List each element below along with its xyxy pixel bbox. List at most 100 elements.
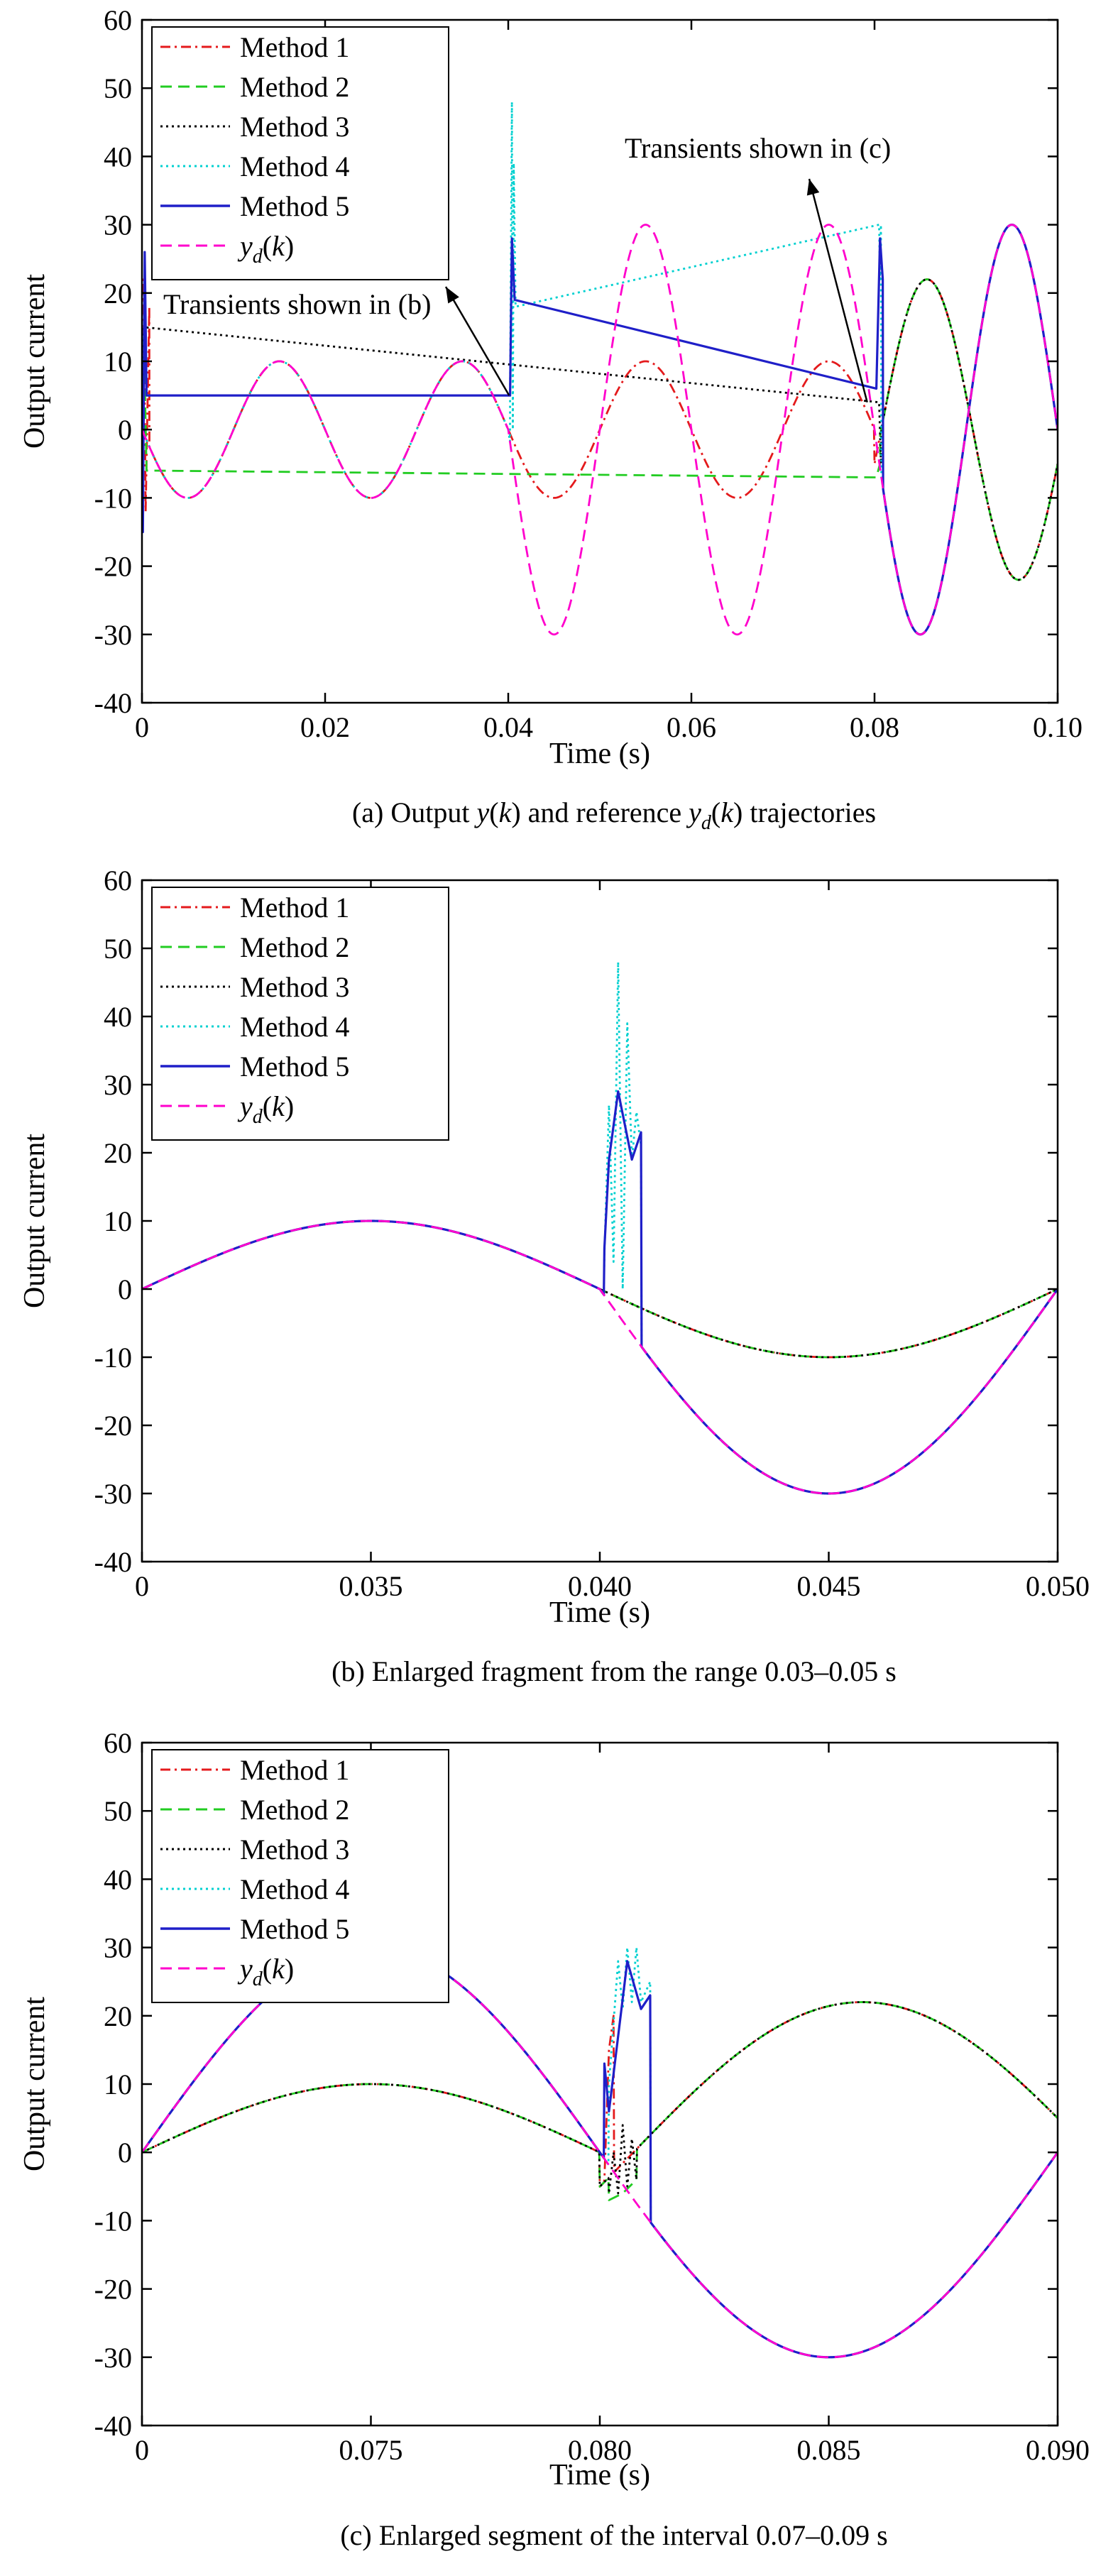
x-tick-label: 0 [135, 711, 149, 743]
y-tick-label: 60 [104, 865, 132, 897]
x-tick-label: 0.075 [339, 2434, 403, 2466]
legend-box [151, 1749, 449, 2003]
y-tick-label: 60 [104, 4, 132, 36]
panel-a: 0 0.02 0.04 0.06 0.08 0.10 -40 -30 -20 -10 0 10 20 30… [18, 4, 1083, 834]
y-tick-label: -20 [94, 2274, 132, 2306]
panel-b: 0 0.035 0.040 0.045 0.050 -40 -30 -20 -10 0 10 20 30… [18, 865, 1090, 1687]
y-tick-label: 20 [104, 2000, 132, 2032]
y-tick-label: 30 [104, 1932, 132, 1964]
plot-area [142, 960, 1058, 1495]
y-tick-label: -10 [94, 1342, 132, 1374]
legend: Method 1 Method 2 Method 3 Method 4 Method 5… [151, 26, 449, 280]
y-axis-label: Output current [18, 1134, 51, 1308]
legend-label: Method 2 [240, 71, 349, 103]
legend-label: Method 3 [240, 111, 349, 143]
y-tick-label: -20 [94, 551, 132, 583]
panel-caption: (b) Enlarged fragment from the range 0.0… [331, 1655, 897, 1687]
x-tick-label: 0 [135, 2434, 149, 2466]
legend: Method 1 Method 2 Method 3 Method 4 Method 5… [151, 1749, 449, 2003]
y-tick-label: 10 [104, 346, 132, 378]
y-tick-label: 30 [104, 209, 132, 241]
y-tick-label: -40 [94, 2410, 132, 2442]
y-tick-label: 40 [104, 1863, 132, 1895]
x-axis-label: Time (s) [549, 738, 650, 770]
legend-label: Method 1 [240, 1754, 349, 1786]
x-tick-label: 0.090 [1026, 2434, 1090, 2466]
y-tick-label: -30 [94, 1478, 132, 1510]
x-tick-label: 0.08 [850, 711, 899, 743]
legend-box [151, 887, 449, 1141]
legend-label: Method 4 [240, 1873, 349, 1905]
annotation-arrow [808, 178, 868, 403]
legend-label: Method 5 [240, 1051, 349, 1083]
x-tick-label: 0.045 [797, 1570, 861, 1602]
legend-label: Method 2 [240, 1794, 349, 1826]
y-tick-label: 60 [104, 1727, 132, 1759]
y-tick-label: 30 [104, 1069, 132, 1101]
arrow-head [806, 179, 820, 196]
legend-label: Method 5 [240, 1913, 349, 1945]
y-axis-label: Output current [18, 274, 51, 449]
x-tick-label: 0.085 [797, 2434, 861, 2466]
x-axis-label: Time (s) [549, 2459, 650, 2492]
legend-label: Method 5 [240, 190, 349, 222]
y-tick-label: 50 [104, 72, 132, 104]
x-tick-label: 0.06 [667, 711, 716, 743]
x-tick-label: 0.02 [300, 711, 350, 743]
x-tick-label: 0 [135, 1570, 149, 1602]
legend-label: Method 3 [240, 971, 349, 1003]
y-tick-label: -10 [94, 2205, 132, 2237]
x-tick-label: 0.04 [483, 711, 533, 743]
x-axis-label: Time (s) [549, 1596, 650, 1629]
panel-caption: (a) Output y(k) and reference yd(k) traj… [352, 796, 876, 834]
panel-caption: (c) Enlarged segment of the interval 0.0… [340, 2519, 887, 2551]
series-line-5 [142, 1090, 1058, 1495]
legend-label: Method 2 [240, 931, 349, 963]
x-tick-label: 0.050 [1026, 1570, 1090, 1602]
y-axis-label: Output current [18, 1997, 51, 2171]
legend-label: Method 4 [240, 1011, 349, 1043]
x-tick-label: 0.035 [339, 1570, 403, 1602]
legend-label: yd(k) [237, 1090, 294, 1128]
legend-label: Method 4 [240, 150, 349, 182]
y-tick-label: -30 [94, 2342, 132, 2374]
plot-area [142, 101, 1058, 636]
annotation-arrow [444, 286, 510, 396]
legend-box [151, 26, 449, 280]
annotation-text: Transients shown in (b) [163, 288, 431, 320]
y-tick-label: -20 [94, 1410, 132, 1442]
y-tick-label: 10 [104, 1205, 132, 1237]
series-line-5 [142, 1946, 1058, 2359]
y-tick-label: 40 [104, 1001, 132, 1033]
x-tick-label: 0.10 [1033, 711, 1083, 743]
panel-c: 0 0.075 0.080 0.085 0.090 -40 -30 -20 -10 0 10 20 30… [18, 1727, 1090, 2551]
legend-label: Method 1 [240, 892, 349, 923]
y-tick-label: -40 [94, 1546, 132, 1578]
series-line-3 [142, 2001, 1058, 2195]
y-tick-label: -10 [94, 482, 132, 514]
y-tick-label: 0 [118, 414, 132, 446]
y-tick-label: 20 [104, 278, 132, 309]
y-tick-label: 50 [104, 933, 132, 965]
x-tick-label: 0.040 [568, 1570, 632, 1602]
y-tick-label: 0 [118, 2137, 132, 2169]
y-tick-label: 40 [104, 141, 132, 172]
y-tick-label: 10 [104, 2068, 132, 2100]
legend-label: yd(k) [237, 1953, 294, 1990]
arrow-head [446, 287, 459, 304]
y-tick-label: -40 [94, 687, 132, 719]
legend: Method 1 Method 2 Method 3 Method 4 Method 5… [151, 887, 449, 1141]
legend-label: yd(k) [237, 230, 294, 268]
y-tick-label: 20 [104, 1137, 132, 1169]
series-line-6 [142, 1220, 1058, 1495]
legend-label: Method 1 [240, 31, 349, 63]
series-line-6 [142, 224, 1058, 636]
annotation-text: Transients shown in (c) [625, 132, 891, 164]
series-line-3 [142, 278, 1058, 581]
x-tick-label: 0.080 [568, 2434, 632, 2466]
legend-label: Method 3 [240, 1834, 349, 1865]
plot-area [142, 1946, 1058, 2359]
y-tick-label: 0 [118, 1273, 132, 1305]
y-tick-label: -30 [94, 619, 132, 651]
